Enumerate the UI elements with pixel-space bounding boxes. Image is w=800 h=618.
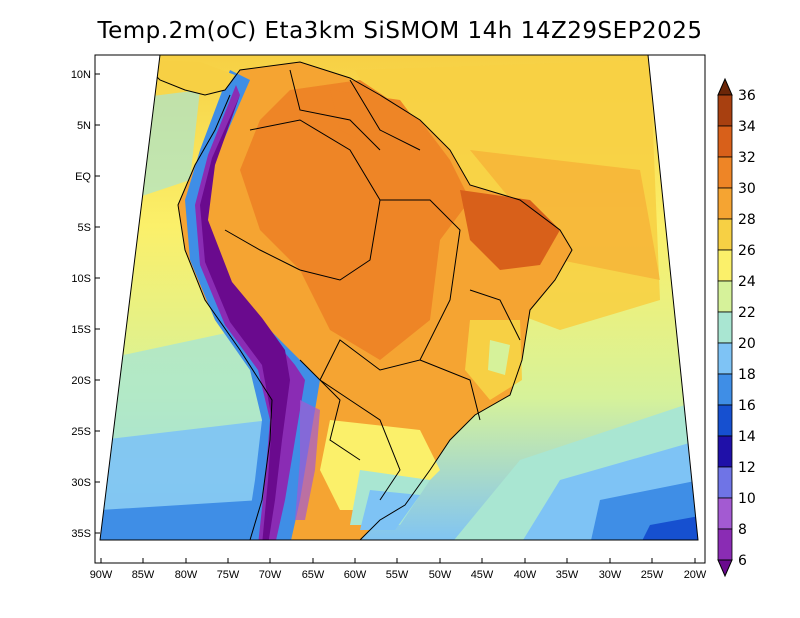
colorbar-swatch [717, 156, 733, 189]
colorbar-max-triangle [717, 77, 733, 96]
lat-label: 10N [71, 69, 91, 81]
colorbar-label: 28 [738, 212, 756, 228]
lat-label: 5N [77, 120, 91, 132]
colorbar-label: 36 [738, 88, 756, 104]
lon-label: 55W [386, 569, 409, 581]
colorbar-label: 32 [738, 150, 756, 166]
lat-label: 5S [78, 222, 91, 234]
latitude-axis: 10N 5N EQ 5S 10S 15S 20S 25S 30S 35S [71, 69, 100, 540]
lon-label: 70W [259, 569, 282, 581]
lon-label: 45W [471, 569, 494, 581]
lon-label: 40W [514, 569, 537, 581]
colorbar-swatch [717, 373, 733, 406]
colorbar-swatch [717, 94, 733, 127]
lat-label: 20S [71, 375, 91, 387]
lon-label: 90W [90, 569, 113, 581]
colorbar-swatch [717, 187, 733, 220]
colorbar-label: 22 [738, 305, 756, 321]
colorbar-label: 24 [738, 274, 756, 290]
lat-label: 35S [71, 528, 91, 540]
colorbar-swatch [717, 218, 733, 251]
lon-label: 65W [302, 569, 325, 581]
lon-label: 80W [175, 569, 198, 581]
colorbar-swatch [717, 435, 733, 468]
colorbar-min-triangle [717, 559, 733, 578]
colorbar-swatch [717, 528, 733, 561]
colorbar-label: 34 [738, 119, 756, 135]
colorbar-label: 12 [738, 460, 756, 476]
lat-label: 30S [71, 477, 91, 489]
temperature-field [100, 55, 698, 540]
lon-label: 50W [429, 569, 452, 581]
lat-label: 15S [71, 324, 91, 336]
colorbar-label: 10 [738, 491, 756, 507]
lat-label: EQ [75, 171, 91, 183]
longitude-axis: 90W 85W 80W 75W 70W 65W 60W 55W 50W 45W … [90, 558, 707, 581]
colorbar-label: 18 [738, 367, 756, 383]
colorbar-label: 8 [738, 522, 747, 538]
colorbar-swatch [717, 311, 733, 344]
colorbar-swatch [717, 404, 733, 437]
colorbar-label: 6 [738, 553, 747, 569]
axis-box [94, 54, 706, 564]
lat-label: 10S [71, 273, 91, 285]
colorbar-swatch [717, 249, 733, 282]
lon-label: 60W [344, 569, 367, 581]
lon-label: 85W [132, 569, 155, 581]
colorbar-swatch [717, 342, 733, 375]
colorbar-label: 14 [738, 429, 756, 445]
colorbar: 36 34 32 30 28 26 24 22 20 18 16 14 12 10 8 6 [717, 77, 756, 578]
lon-label: 30W [599, 569, 622, 581]
lon-label: 25W [641, 569, 664, 581]
lon-label: 75W [217, 569, 240, 581]
lon-label: 20W [684, 569, 707, 581]
colorbar-swatch [717, 497, 733, 530]
map-title: Temp.2m(oC) Eta3km SiSMOM 14h 14Z29SEP20… [97, 18, 703, 44]
lat-label: 25S [71, 426, 91, 438]
colorbar-label: 20 [738, 336, 756, 352]
colorbar-label: 30 [738, 181, 756, 197]
lon-label: 35W [556, 569, 579, 581]
colorbar-swatch [717, 466, 733, 499]
colorbar-swatch [717, 280, 733, 313]
colorbar-label: 16 [738, 398, 756, 414]
colorbar-swatch [717, 125, 733, 158]
colorbar-label: 26 [738, 243, 756, 259]
